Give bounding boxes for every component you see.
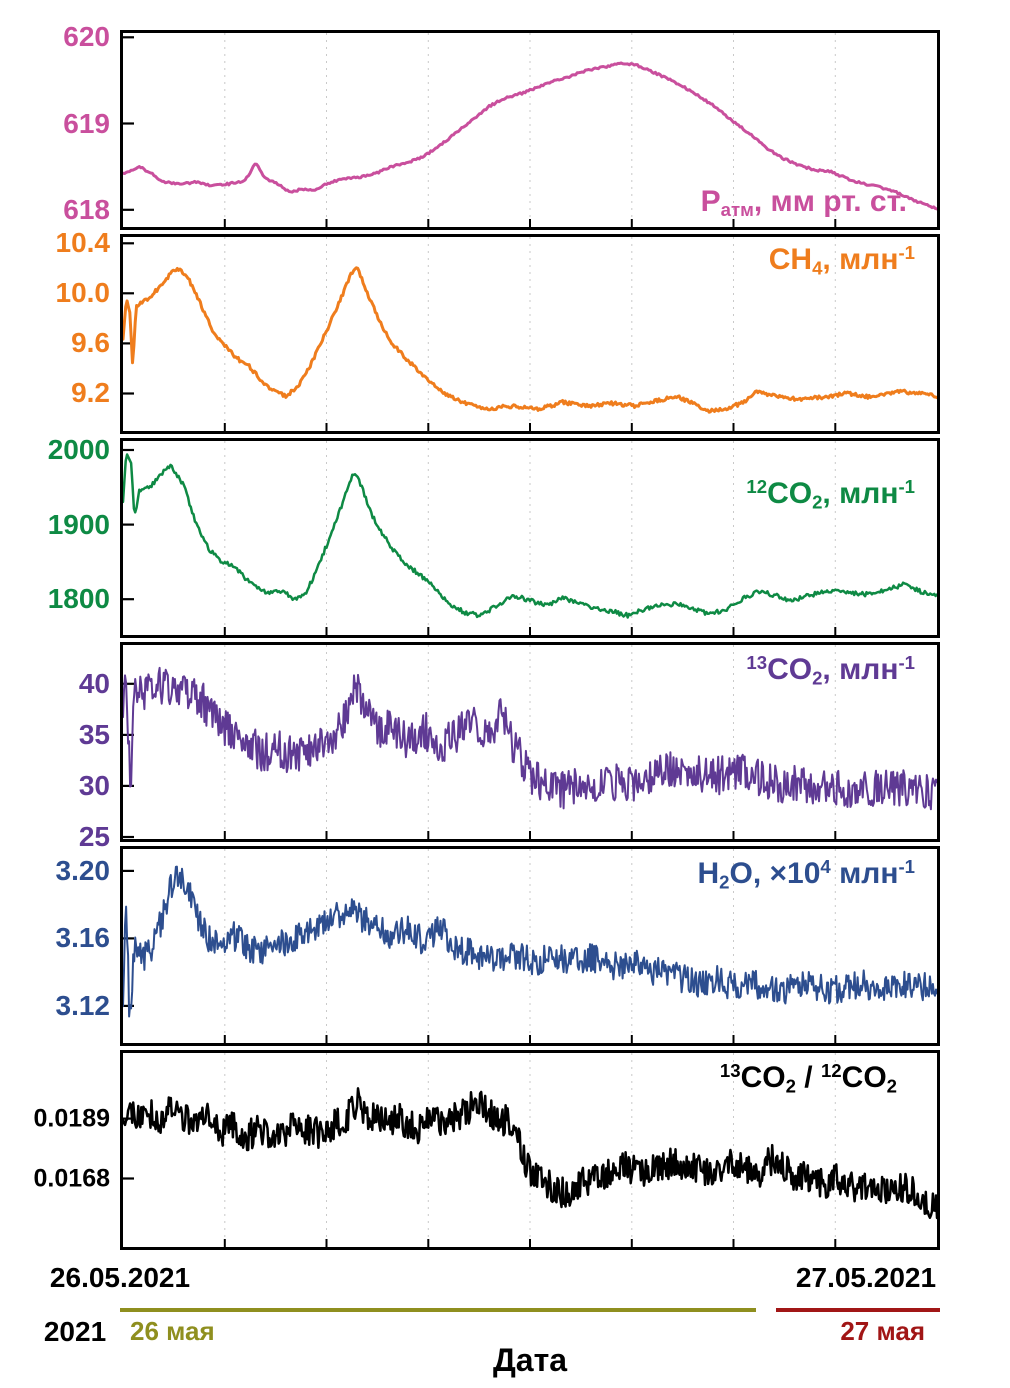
ytick-label-pressure-618: 618 [63, 193, 110, 225]
ytick-label-co2-12-1800: 1800 [47, 583, 110, 615]
chart-ratio-13c-12c [123, 1053, 937, 1247]
panel-co2-13: 13CO2, млн-1 [120, 642, 940, 842]
panel-ch4: CH4, млн-1 [120, 234, 940, 434]
series-line-h2o [123, 865, 937, 1018]
series-line-co2-13 [123, 666, 937, 811]
x-axis-date-end: 27.05.2021 [795, 1262, 937, 1293]
ytick-label-pressure-620: 620 [63, 21, 110, 53]
ytick-label-co2-12-1900: 1900 [47, 508, 110, 540]
ytick-label-pressure-619: 619 [63, 107, 110, 139]
ytick-label-co2-13-25: 25 [78, 820, 110, 852]
ytick-label-h2o-3.20: 3.20 [55, 854, 111, 886]
chart-title-ratio-13c-12c: 13CO2 / 12CO2 [719, 1060, 897, 1097]
ytick-label-ch4-9.6: 9.6 [71, 327, 110, 359]
day2-label: 27 мая [840, 1316, 925, 1346]
ytick-label-co2-13-30: 30 [78, 769, 110, 801]
chart-pressure [123, 33, 937, 227]
x-axis-date-start: 26.05.2021 [49, 1262, 191, 1293]
ytick-label-ch4-10.0: 10.0 [55, 277, 111, 309]
chart-title-co2-13: 13CO2, млн-1 [746, 652, 915, 689]
day1-underline [120, 1308, 756, 1312]
chart-title-pressure: Pатм, мм рт. ст. [700, 185, 907, 221]
ytick-label-ch4-9.2: 9.2 [71, 377, 110, 409]
ytick-label-co2-13-35: 35 [78, 718, 110, 750]
series-line-ch4 [123, 266, 937, 414]
chart-h2o [123, 849, 937, 1043]
year-label: 2021 [43, 1316, 107, 1347]
panel-h2o: H2O, ×104 млн-1 [120, 846, 940, 1046]
ytick-label-h2o-3.12: 3.12 [55, 989, 111, 1021]
ytick-label-ratio-13c-12c-0.0168: 0.0168 [33, 1164, 110, 1193]
ytick-label-co2-12-2000: 2000 [47, 433, 110, 465]
series-line-co2-12 [123, 453, 937, 619]
chart-title-ch4: CH4, млн-1 [768, 242, 915, 279]
series-line-ratio-13c-12c [123, 1087, 937, 1220]
ytick-label-h2o-3.16: 3.16 [55, 922, 111, 954]
x-axis-title: Дата [492, 1342, 568, 1378]
chart-title-co2-12: 12CO2, млн-1 [746, 476, 915, 513]
chart-ch4 [123, 237, 937, 431]
chart-co2-13 [123, 645, 937, 839]
day1-label: 26 мая [130, 1316, 215, 1346]
ytick-label-ch4-10.4: 10.4 [55, 227, 111, 259]
day2-underline [776, 1308, 940, 1312]
chart-title-h2o: H2O, ×104 млн-1 [697, 856, 915, 893]
panel-pressure: Pатм, мм рт. ст. [120, 30, 940, 230]
panel-ratio-13c-12c: 13CO2 / 12CO2 [120, 1050, 940, 1250]
series-line-pressure [123, 61, 937, 211]
ytick-label-co2-13-40: 40 [78, 667, 110, 699]
ytick-label-ratio-13c-12c-0.0189: 0.0189 [33, 1104, 110, 1133]
chart-co2-12 [123, 441, 937, 635]
panel-co2-12: 12CO2, млн-1 [120, 438, 940, 638]
